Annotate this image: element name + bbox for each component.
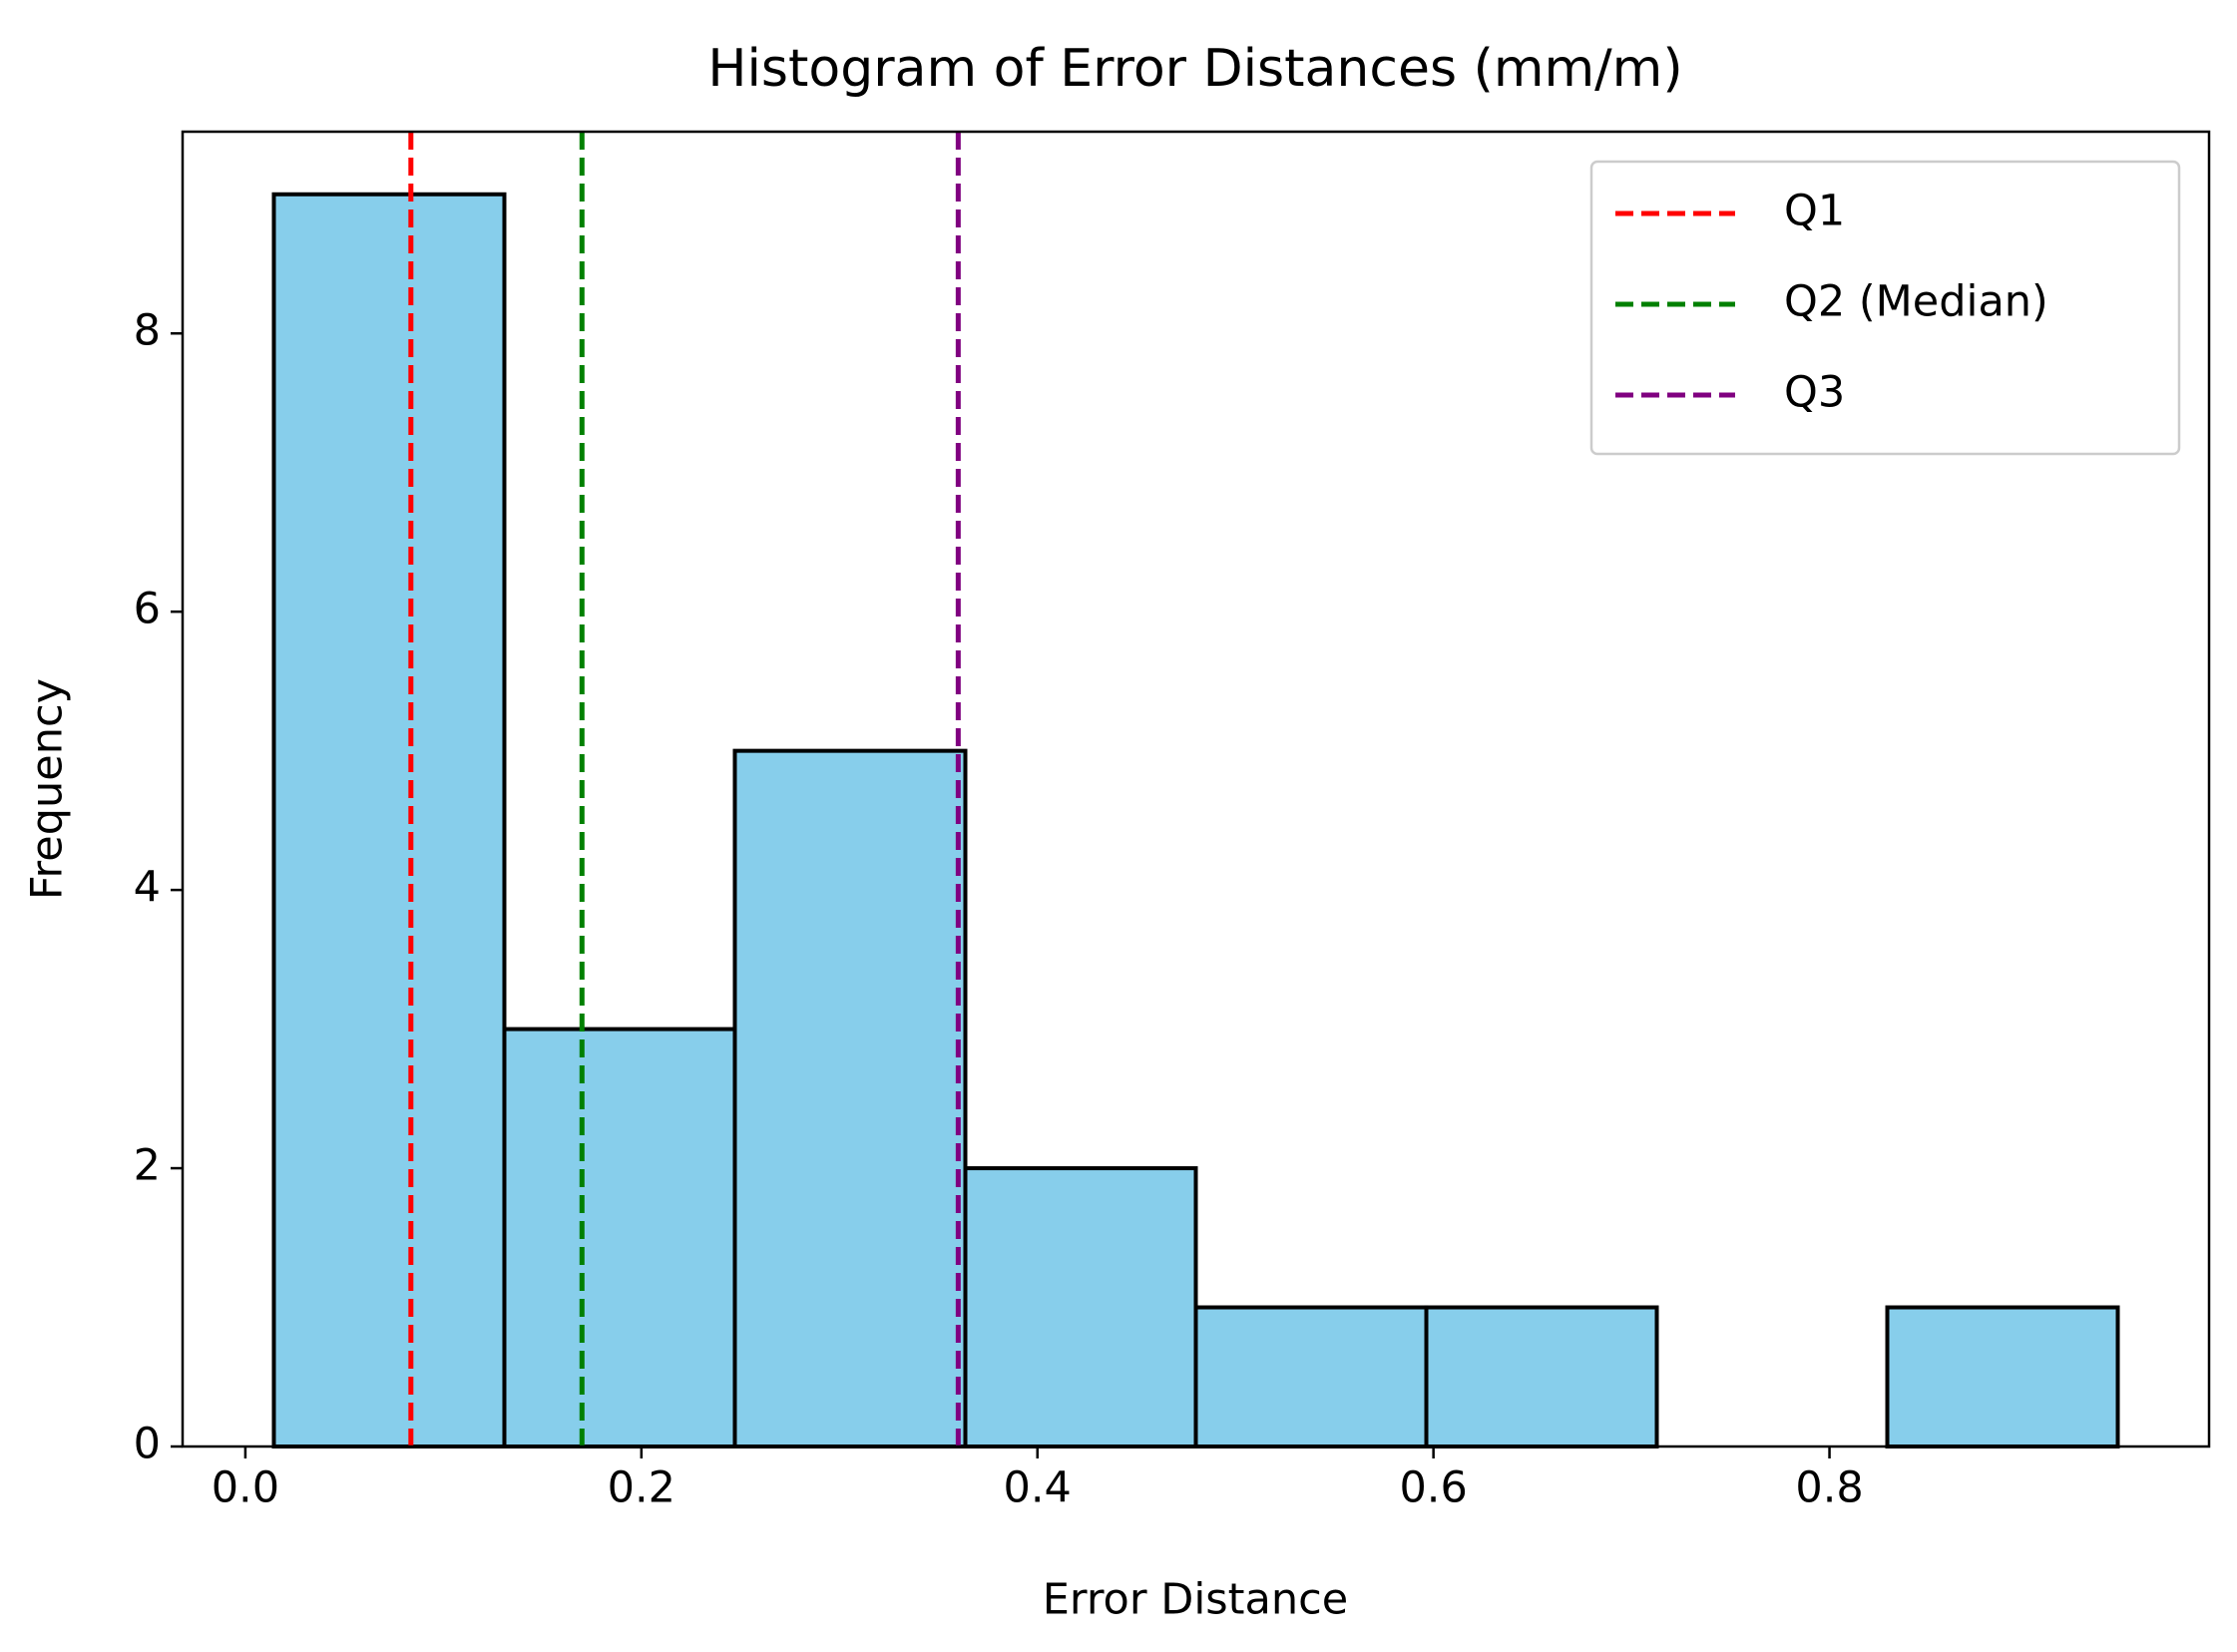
y-axis-label: Frequency: [23, 678, 73, 900]
y-tick-label: 4: [134, 863, 161, 913]
legend-label: Q3: [1784, 368, 1845, 418]
bar: [963, 1166, 1198, 1449]
x-tick-label: 0.6: [1399, 1463, 1467, 1513]
x-tick-label: 0.2: [608, 1463, 675, 1513]
x-tick-label: 0.8: [1795, 1463, 1863, 1513]
chart-title: Histogram of Error Distances (mm/m): [707, 39, 1682, 99]
y-tick-label: 2: [134, 1141, 161, 1191]
bar: [271, 192, 507, 1448]
bar: [502, 1027, 737, 1448]
legend-box: [1589, 160, 2181, 456]
legend-label: Q1: [1784, 187, 1845, 236]
legend-label: Q2 (Median): [1784, 277, 2048, 327]
bar: [1193, 1305, 1429, 1448]
bar: [732, 748, 968, 1448]
y-tick-label: 0: [134, 1420, 161, 1469]
x-tick-label: 0.0: [212, 1463, 279, 1513]
y-tick-label: 6: [134, 585, 161, 634]
axes-frame: [181, 130, 2211, 1448]
bar: [1885, 1305, 2120, 1448]
y-tick-label: 8: [134, 306, 161, 356]
x-tick-label: 0.4: [1004, 1463, 1072, 1513]
x-axis-label: Error Distance: [1043, 1575, 1349, 1625]
bar: [1424, 1305, 1659, 1448]
